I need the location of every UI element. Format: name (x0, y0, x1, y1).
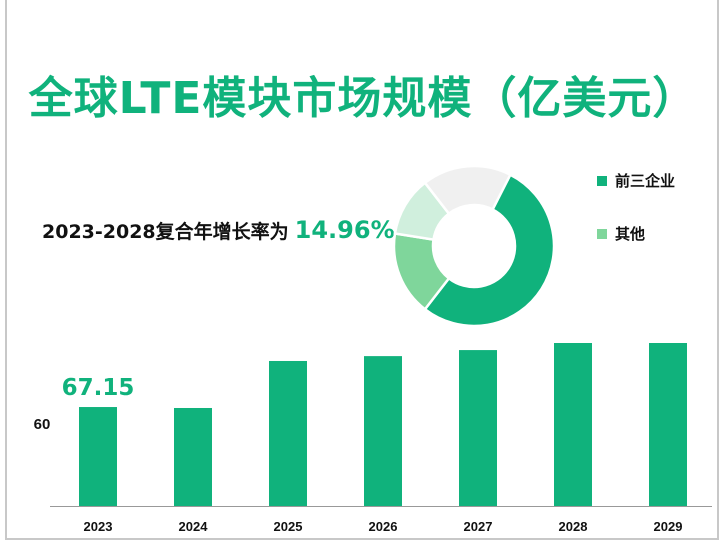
x-tick-label: 2024 (179, 519, 209, 534)
data-label: 67.15 (62, 375, 135, 401)
donut-slice-3 (423, 164, 513, 216)
legend-item-top3: 前三企业 (597, 170, 675, 191)
bar-2025 (269, 360, 307, 506)
x-tick-label: 2023 (84, 519, 113, 534)
x-tick-label: 2026 (369, 519, 398, 534)
bar-2023 (79, 407, 117, 506)
x-tick-label: 2029 (654, 519, 683, 534)
legend-swatch (597, 228, 607, 239)
legend-swatch (597, 175, 607, 186)
bar-2028 (554, 343, 592, 506)
bar-2024 (174, 407, 212, 506)
cagr-value: 14.96% (294, 216, 395, 244)
donut-slice-0 (423, 173, 556, 328)
cagr-text: 2023-2028复合年增长率为 14.96% (42, 216, 395, 244)
legend-label: 其他 (615, 225, 646, 243)
y-tick-label: 60 (34, 416, 51, 433)
legend-label: 前三企业 (615, 172, 676, 190)
x-tick-label: 2028 (559, 519, 588, 534)
chart-title: 全球LTE模块市场规模（亿美元） (28, 73, 698, 124)
bar-2027 (459, 350, 497, 506)
cagr-label: 2023-2028复合年增长率为 (42, 221, 289, 243)
bar-2029 (649, 343, 687, 506)
legend-item-other: 其他 (597, 223, 645, 244)
x-tick-label: 2025 (274, 519, 303, 534)
bar-2026 (364, 356, 402, 506)
chart-frame (5, 0, 719, 540)
x-tick-label: 2027 (464, 519, 493, 534)
